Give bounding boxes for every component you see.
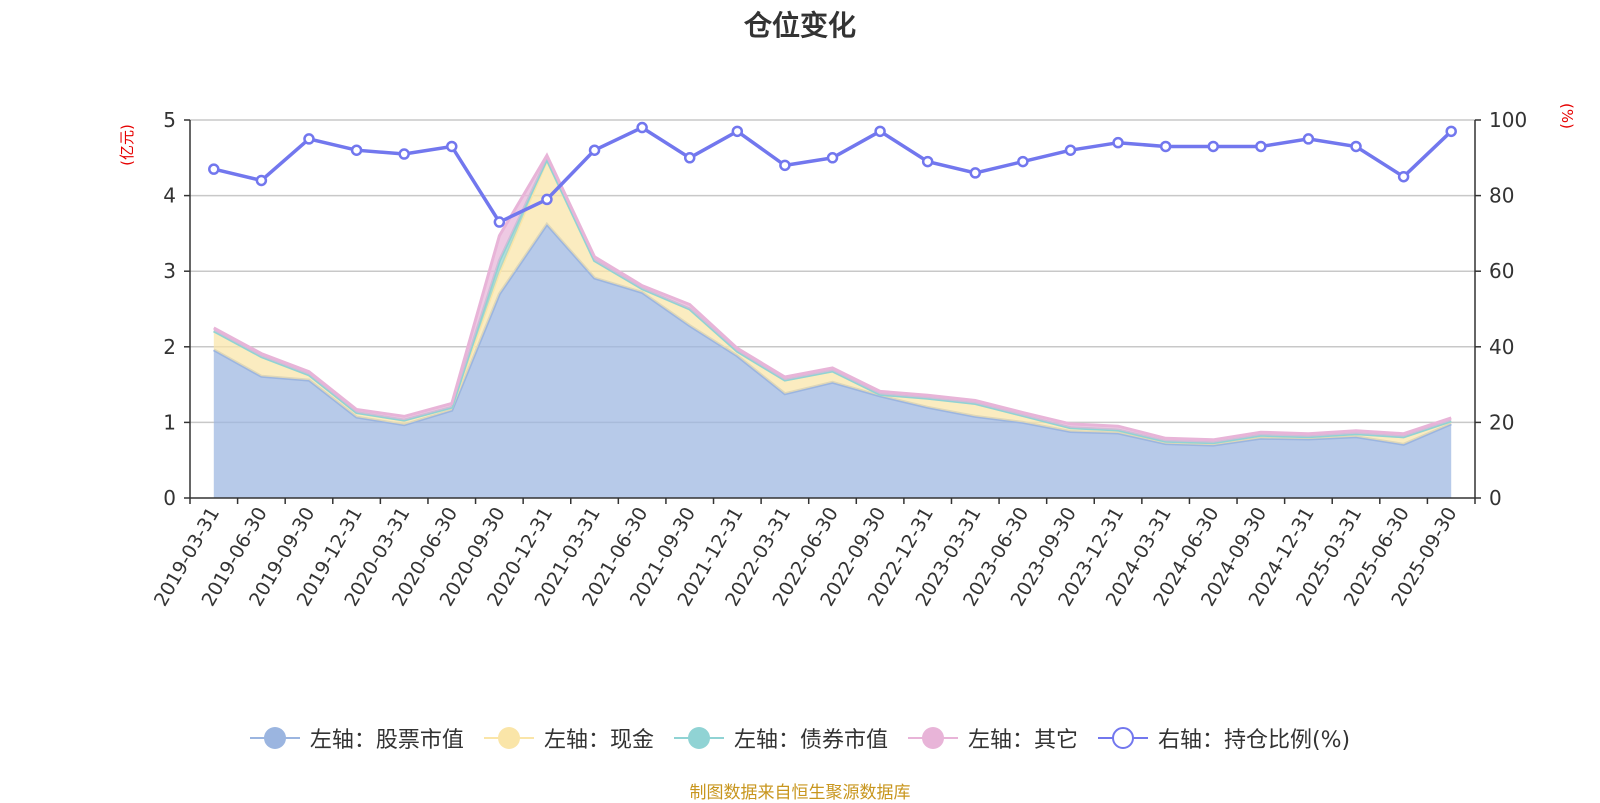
ratio-point (350, 144, 363, 156)
axes: 0123450204060801002019-03-312019-06-3020… (150, 108, 1527, 610)
legend-item-4[interactable]: 左轴：其它 (907, 722, 1078, 754)
ratio-point (1445, 125, 1457, 138)
left-tick-label: 1 (163, 410, 176, 434)
ratio-point (1112, 136, 1124, 149)
legend-marker (673, 723, 724, 753)
legend-marker (907, 723, 958, 753)
left-tick-label: 3 (163, 259, 176, 283)
ratio-point (921, 155, 934, 168)
legend-label: 左轴：现金 (543, 728, 654, 753)
ratio-point (255, 174, 268, 187)
left-tick-label: 0 (163, 486, 176, 510)
right-tick-label: 0 (1489, 486, 1502, 510)
legend-label: 左轴：股票市值 (309, 728, 464, 753)
stacked-areas (213, 152, 1452, 499)
ratio-point (683, 152, 696, 164)
legend-label: 右轴：持仓比例(%) (1157, 728, 1351, 753)
ratio-point (731, 125, 744, 138)
ratio-point (1207, 140, 1219, 153)
left-tick-label: 2 (163, 335, 176, 359)
legend-label: 左轴：债券市值 (733, 728, 888, 753)
area-series-1 (213, 224, 1452, 499)
ratio-point (1397, 170, 1410, 183)
ratio-point (208, 163, 220, 175)
ratio-point (541, 193, 553, 206)
ratio-point (874, 125, 886, 138)
legend-marker (249, 723, 300, 753)
legend-marker (483, 723, 534, 753)
right-tick-label: 20 (1489, 410, 1514, 434)
left-tick-label: 4 (163, 184, 176, 208)
legend-label: 左轴：其它 (967, 728, 1078, 753)
data-source-footer: 制图数据来自恒生聚源数据库 (689, 783, 911, 803)
legend-marker (1097, 723, 1148, 753)
ratio-point (636, 121, 648, 134)
legend-item-3[interactable]: 左轴：债券市值 (673, 722, 888, 754)
chart-title: 仓位变化 (743, 9, 856, 42)
ratio-point (588, 144, 601, 156)
legend-item-2[interactable]: 左轴：现金 (483, 722, 654, 754)
right-tick-label: 40 (1489, 335, 1514, 359)
right-tick-label: 60 (1489, 259, 1514, 283)
area-series-4-line (213, 152, 1452, 442)
ratio-series-line (213, 125, 1453, 225)
left-axis-unit: (亿元) (118, 124, 136, 166)
right-tick-label: 80 (1489, 184, 1514, 208)
area-series-2 (213, 160, 1452, 446)
ratio-point (969, 167, 982, 179)
ratio-point (1017, 155, 1029, 168)
ratio-point (1350, 140, 1362, 153)
ratio-point (1302, 133, 1315, 145)
ratio-point (1255, 140, 1267, 153)
legend: 左轴：股票市值 左轴：现金 左轴：债券市值 左轴：其它 右轴：持仓比例(%) (0, 722, 1600, 754)
legend-item-1[interactable]: 左轴：股票市值 (249, 722, 464, 754)
left-tick-label: 5 (163, 108, 176, 132)
ratio-point (446, 140, 458, 153)
legend-item-5[interactable]: 右轴：持仓比例(%) (1097, 722, 1351, 754)
ratio-point (398, 148, 410, 160)
ratio-point (303, 133, 315, 145)
ratio-point (779, 159, 791, 172)
ratio-point (1159, 140, 1172, 153)
ratio-point (1064, 144, 1077, 156)
right-tick-label: 100 (1489, 108, 1527, 132)
ratio-point (493, 216, 506, 228)
right-axis-unit: (%) (1558, 103, 1576, 129)
ratio-line (208, 121, 1457, 228)
ratio-point (826, 152, 839, 164)
